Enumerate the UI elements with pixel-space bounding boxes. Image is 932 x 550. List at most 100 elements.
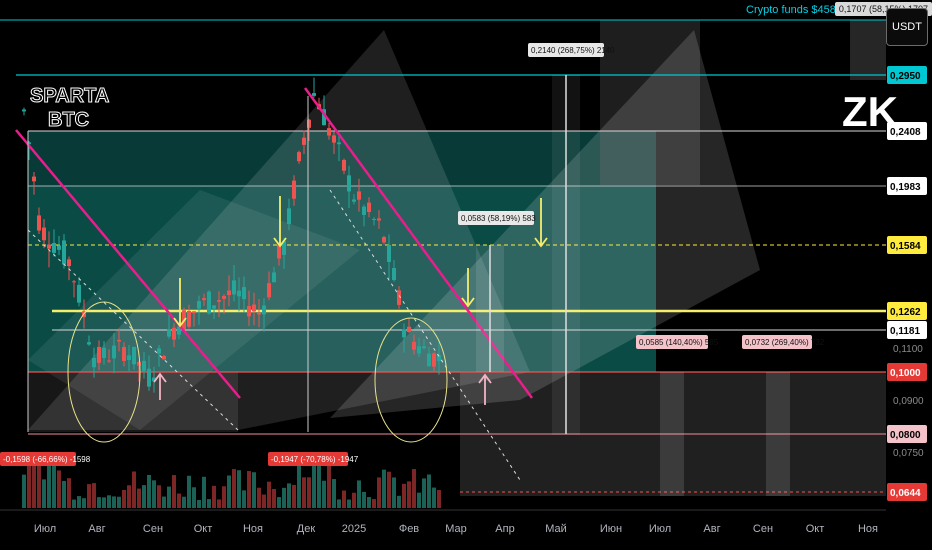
volume-bar (342, 490, 346, 508)
candle (247, 306, 251, 317)
volume-bar (352, 492, 356, 508)
price-label: 0,2950 (890, 71, 921, 82)
candle (112, 345, 116, 359)
volume-bar (67, 478, 71, 508)
volume-bar (427, 474, 431, 508)
volume-bar (332, 479, 336, 508)
x-tick: Май (545, 523, 567, 535)
candle (222, 295, 226, 299)
candle (37, 215, 41, 231)
measure-label-box (742, 335, 812, 349)
price-label-box (887, 177, 927, 195)
x-tick: Окт (194, 523, 213, 535)
news-ticker-label: Crypto funds $458 mil (746, 4, 853, 16)
volume-bar (122, 490, 126, 508)
candle (72, 281, 76, 283)
arrow-down-4-head (534, 237, 548, 248)
volume-bar (282, 487, 286, 508)
volume-bar (292, 484, 296, 508)
target-zone-inner (28, 186, 656, 372)
x-tick: Сен (753, 523, 773, 535)
candle (257, 312, 261, 315)
candle (397, 290, 401, 305)
price-label: 0,1181 (890, 326, 920, 337)
candle (427, 353, 431, 367)
measure-label: 0,2140 (268,75%) 2140 (531, 46, 615, 55)
candle (97, 346, 101, 363)
volume-bar (47, 460, 51, 508)
candle (357, 191, 361, 200)
volume-bar (107, 495, 111, 508)
x-tick: Дек (297, 523, 316, 535)
measure-label: -0,1598 (-66,66%) -1598 (3, 455, 91, 464)
measure-label-box (528, 43, 604, 57)
measure-label-box (268, 452, 348, 466)
x-tick: Июн (600, 523, 622, 535)
trendline-2 (303, 87, 534, 399)
volume-bar (82, 498, 86, 508)
candle (267, 283, 271, 298)
volume-bar (252, 472, 256, 508)
volume-bar (407, 481, 411, 508)
price-label: 0,0800 (890, 430, 921, 441)
candle (137, 362, 141, 366)
candle (437, 355, 441, 362)
candle (122, 347, 126, 361)
currency-button[interactable]: USDT (886, 8, 928, 46)
candle (87, 342, 91, 345)
volume-bar (97, 497, 101, 508)
volume-bar (417, 492, 421, 508)
candle (212, 305, 216, 309)
candle (322, 109, 326, 126)
volume-bar (87, 484, 91, 508)
volume-bar (217, 499, 221, 508)
candle (172, 327, 176, 340)
candle (307, 119, 311, 128)
candle (27, 142, 31, 145)
target-zone (28, 131, 656, 372)
volume-bar (27, 453, 31, 508)
x-tick: Апр (495, 523, 514, 535)
accumulation-circle-2 (374, 317, 448, 443)
measure-box-3 (660, 372, 684, 496)
volume-bar (312, 464, 316, 508)
x-tick: Июл (649, 523, 671, 535)
volume-bar (92, 483, 96, 508)
arrow-up-1-head (153, 372, 167, 383)
volume-bar (77, 496, 81, 508)
candle (312, 93, 316, 96)
measure-label: -0,1947 (-70,78%) -1947 (271, 455, 359, 464)
volume-bar (422, 478, 426, 508)
volume-bar (327, 461, 331, 508)
volume-bar (277, 497, 281, 508)
x-tick: Ноя (858, 523, 878, 535)
price-label: 0,0644 (890, 488, 921, 499)
candle (297, 152, 301, 162)
price-label-box (887, 66, 927, 84)
candle (392, 268, 396, 281)
candle (292, 180, 296, 199)
price-label-box (887, 122, 927, 140)
watermark-line-1: SPARTA (30, 85, 109, 107)
volume-bar (412, 469, 416, 508)
candle (217, 300, 221, 302)
volume-bar (37, 461, 41, 508)
candle (162, 356, 166, 360)
candle (62, 240, 66, 265)
candle (342, 159, 346, 171)
x-tick: Авг (703, 523, 720, 535)
resistance-zone (600, 20, 700, 185)
arrow-down-3-head (273, 237, 287, 248)
candle (412, 341, 416, 350)
volume-bar (337, 499, 341, 508)
price-label-box (887, 302, 927, 320)
volume-bar (212, 485, 216, 508)
volume-bar (347, 499, 351, 508)
volume-bar (432, 487, 436, 508)
candle (232, 280, 236, 295)
price-label: 0,1000 (890, 368, 921, 379)
candle (187, 310, 191, 327)
candle (367, 202, 371, 212)
